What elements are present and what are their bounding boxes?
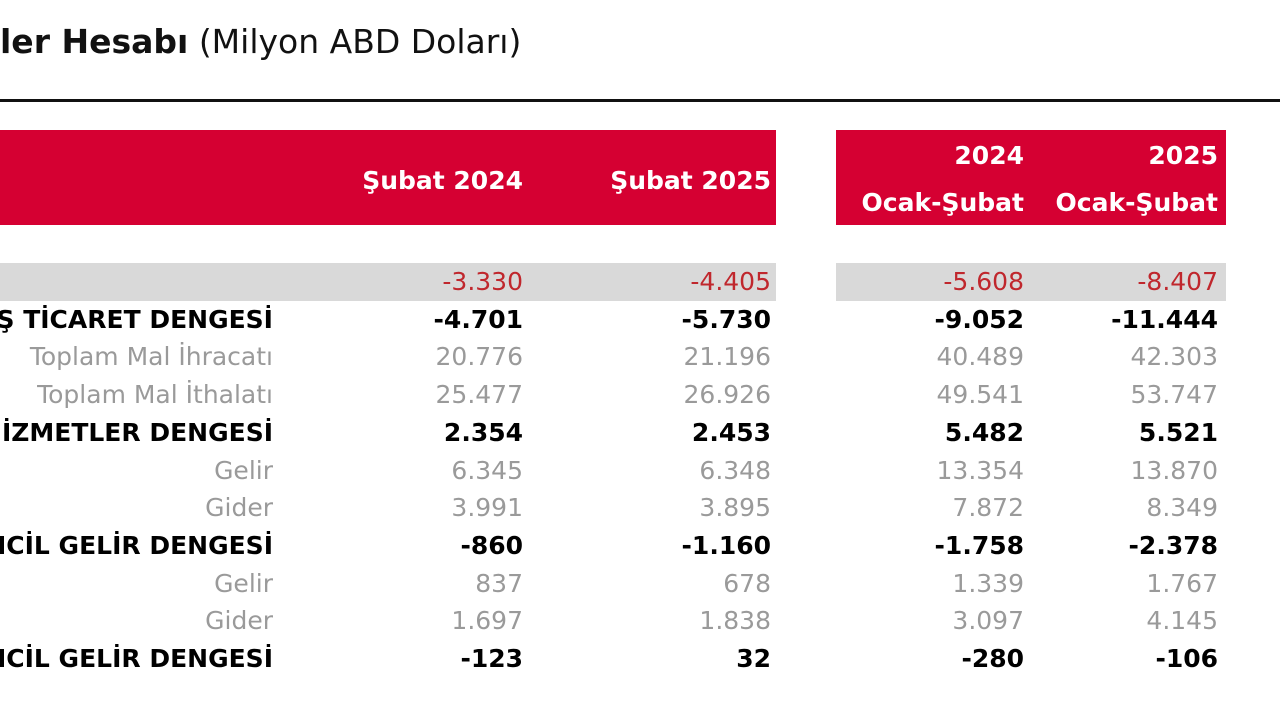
cell: 42.303 [1130,342,1218,372]
cell: -2.378 [1128,530,1218,560]
cell: 1.767 [1146,568,1218,598]
row-label: NCİL GELİR DENGESİ [0,527,273,565]
cell: 1.838 [699,606,771,636]
cell: 5.482 [944,417,1024,447]
cell: -280 [961,644,1024,673]
cell: 678 [723,568,771,598]
row-label-text: NCİL GELİR DENGESİ [0,644,273,673]
cell: -3.330 [442,267,523,296]
cell: 1.339 [952,568,1024,598]
cell: -9.052 [934,304,1024,334]
column-header: Ocak-Şubat [861,188,1024,217]
header-band [836,130,1226,225]
title-unit: (Milyon ABD Doları) [198,22,522,61]
column-header: Şubat 2024 [362,166,523,195]
title-bold: ler Hesabı [0,22,189,61]
cell: 837 [475,568,523,598]
row-label: Toplam Mal İhracatı [0,338,273,376]
column-header: Ocak-Şubat [1055,188,1218,217]
row-label-text: Ş TİCARET DENGESİ [0,304,273,334]
row-label-text: Gider [205,606,273,636]
highlight-band [836,263,1226,301]
row-label: NCİL GELİR DENGESİ [0,640,273,678]
cell: 8.349 [1146,493,1218,523]
row-label-text: Gider [205,493,273,523]
cell: -123 [460,644,523,673]
cell: -4.701 [433,304,523,334]
cell: 13.870 [1130,455,1218,485]
highlight-band [0,263,776,301]
cell: 4.145 [1146,606,1218,636]
row-label: İZMETLER DENGESİ [0,414,273,452]
row-label-text: Toplam Mal İhracatı [29,342,273,372]
row-label: Ş TİCARET DENGESİ [0,301,273,339]
column-header: Şubat 2025 [610,166,771,195]
row-label-text: İZMETLER DENGESİ [1,417,273,447]
cell: 25.477 [435,380,523,410]
cell: 3.895 [699,493,771,523]
cell: -8.407 [1137,267,1218,296]
cell: -5.608 [943,267,1024,296]
cell: -11.444 [1111,304,1218,334]
cell: 3.097 [952,606,1024,636]
cell: 13.354 [936,455,1024,485]
column-header: 2025 [1148,141,1218,170]
cell: -4.405 [690,267,771,296]
cell: -1.160 [681,530,771,560]
cell: 1.697 [451,606,523,636]
row-label: Gider [0,489,273,527]
row-label: Gider [0,602,273,640]
row-label: Toplam Mal İthalatı [0,376,273,414]
cell: 2.354 [443,417,523,447]
cell: 3.991 [451,493,523,523]
cell: 40.489 [936,342,1024,372]
cell: -1.758 [934,530,1024,560]
row-label: Gelir [0,452,273,490]
cell: 26.926 [683,380,771,410]
cell: 53.747 [1130,380,1218,410]
cell: 21.196 [683,342,771,372]
cell: 5.521 [1138,417,1218,447]
cell: 6.348 [699,455,771,485]
cell: -860 [460,530,523,560]
row-label-text: Gelir [214,455,273,485]
cell: -106 [1155,644,1218,673]
cell: 20.776 [435,342,523,372]
column-header: 2024 [954,141,1024,170]
cell: 49.541 [936,380,1024,410]
title: ler Hesabı (Milyon ABD Doları) [0,22,521,61]
cell: 6.345 [451,455,523,485]
row-label: Gelir [0,565,273,603]
header-band [0,130,776,225]
row-label-text: Gelir [214,568,273,598]
cell: 32 [736,644,771,673]
cell: 7.872 [952,493,1024,523]
divider [0,99,1280,102]
cell: 2.453 [691,417,771,447]
row-label-text: NCİL GELİR DENGESİ [0,530,273,560]
row-label-text: Toplam Mal İthalatı [37,380,273,410]
cell: -5.730 [681,304,771,334]
